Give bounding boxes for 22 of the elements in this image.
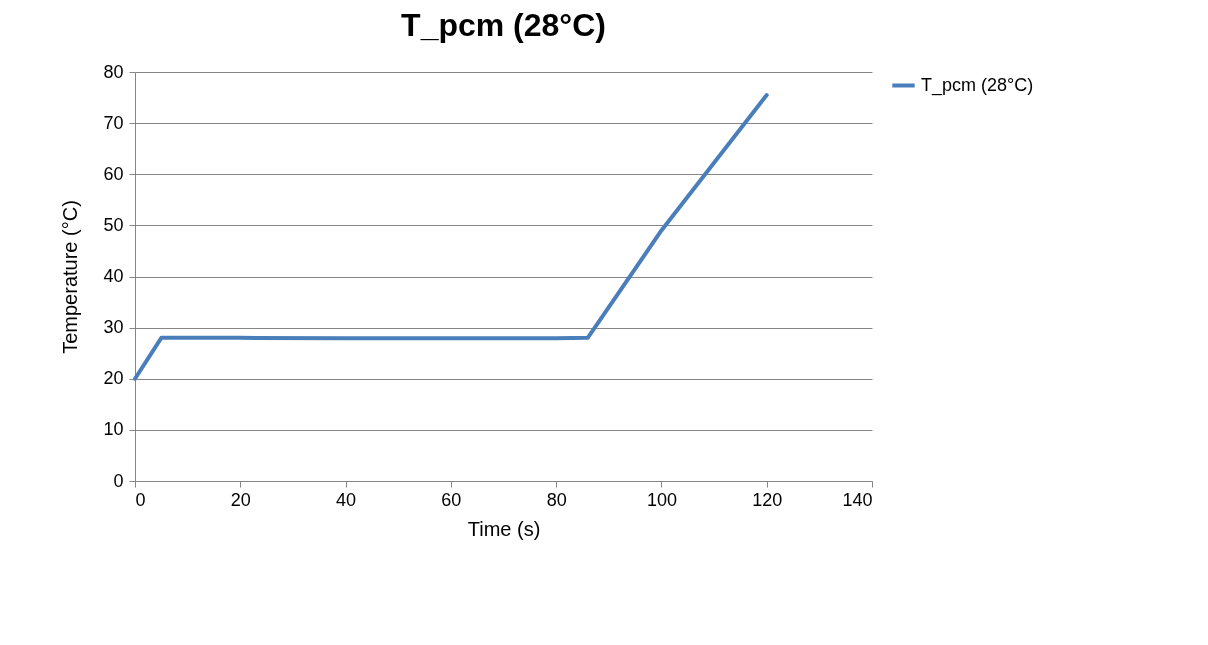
y-axis-title: Temperature (°C): [59, 200, 82, 354]
y-tick-label: 40: [103, 266, 124, 286]
x-tick-label: 60: [441, 489, 462, 510]
chart-title: T_pcm (28°C): [401, 7, 606, 43]
y-tick-label: 30: [103, 317, 124, 338]
y-tick-label: 0: [113, 470, 124, 491]
x-tick-label: 120: [752, 489, 783, 510]
x-tick-label: 80: [546, 489, 567, 510]
x-tick-label: 100: [646, 489, 677, 510]
x-tick-label: 40: [336, 489, 357, 510]
x-axis-title: Time (s): [467, 517, 541, 540]
x-tick-label: 20: [230, 489, 251, 510]
y-tick-label: 80: [103, 61, 124, 82]
y-tick-label: 70: [103, 112, 124, 133]
y-tick-label: 60: [103, 163, 124, 184]
line-series: [133, 93, 769, 381]
y-tick-label: 20: [103, 368, 124, 389]
legend-label: T_pcm (28°C): [921, 74, 1034, 96]
x-tick-label: 140: [842, 489, 873, 510]
x-tick-label: 0: [135, 489, 146, 510]
y-tick-label: 50: [103, 214, 124, 235]
y-tick-label: 10: [103, 419, 124, 440]
